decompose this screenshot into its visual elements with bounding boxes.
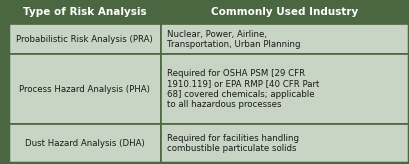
Bar bbox=[161, 24, 408, 54]
Bar bbox=[9, 124, 161, 163]
Text: Required for OSHA PSM [29 CFR
1910.119] or EPA RMP [40 CFR Part
68] covered chem: Required for OSHA PSM [29 CFR 1910.119] … bbox=[166, 69, 319, 109]
Bar bbox=[9, 24, 161, 54]
Text: Commonly Used Industry: Commonly Used Industry bbox=[211, 8, 358, 18]
Text: Probabilistic Risk Analysis (PRA): Probabilistic Risk Analysis (PRA) bbox=[16, 35, 153, 44]
Bar bbox=[161, 1, 408, 24]
Bar bbox=[9, 1, 161, 24]
Text: Type of Risk Analysis: Type of Risk Analysis bbox=[23, 8, 146, 18]
Text: Required for facilities handling
combustible particulate solids: Required for facilities handling combust… bbox=[166, 134, 298, 154]
Text: Nuclear, Power, Airline,
Transportation, Urban Planning: Nuclear, Power, Airline, Transportation,… bbox=[166, 30, 300, 49]
Text: Process Hazard Analysis (PHA): Process Hazard Analysis (PHA) bbox=[19, 85, 150, 94]
Bar bbox=[161, 54, 408, 124]
Text: Dust Hazard Analysis (DHA): Dust Hazard Analysis (DHA) bbox=[25, 139, 144, 148]
Bar bbox=[161, 124, 408, 163]
Bar bbox=[9, 54, 161, 124]
